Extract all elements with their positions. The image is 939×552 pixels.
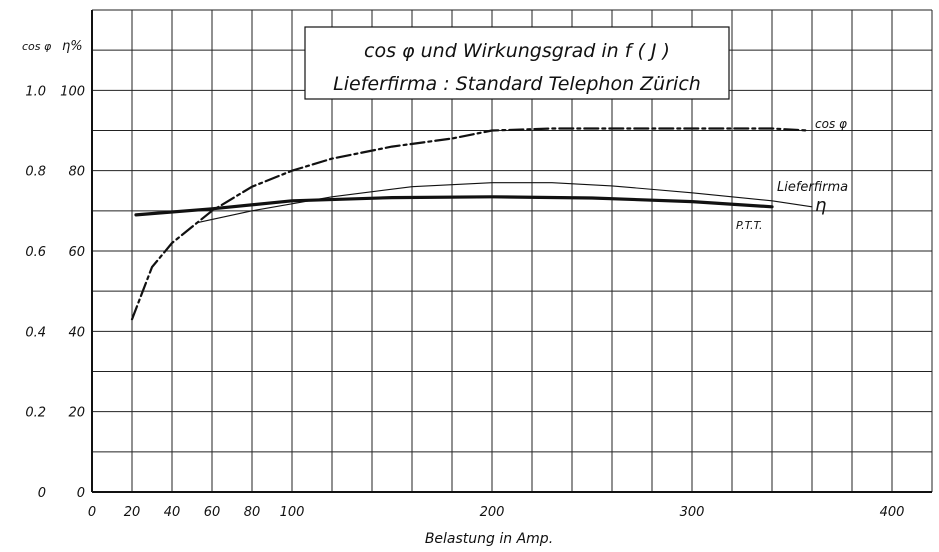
annotation-ptt: P.T.T. <box>736 219 762 232</box>
y-tick-label-cos: 0.8 <box>25 165 46 180</box>
y-label-cos: cos φ <box>22 40 52 53</box>
y-tick-label-eta: 40 <box>68 325 85 340</box>
x-tick-label: 0 <box>88 505 96 520</box>
y-tick-label-cos: 0.6 <box>25 245 46 260</box>
x-tick-label: 200 <box>480 505 505 520</box>
y-tick-label-eta: 20 <box>68 406 85 421</box>
series-line-dash-dot <box>130 127 810 321</box>
y-tick-label-eta: 0 <box>77 486 85 501</box>
y-label-eta: η% <box>62 39 83 54</box>
x-tick-label: 100 <box>280 505 305 520</box>
chart-title: cos φ und Wirkungsgrad in f ( J ) <box>364 40 670 62</box>
annotation-eta: η <box>815 195 826 216</box>
y-tick-label-cos: 0 <box>38 486 46 501</box>
x-tick-label: 60 <box>204 505 221 520</box>
series-line-thin <box>195 182 813 224</box>
y-tick-label-eta: 60 <box>68 245 85 260</box>
title-box-frame <box>304 26 730 100</box>
chart-subtitle: Lieferfirma : Standard Telephon Zürich <box>333 73 701 95</box>
y-tick-label-cos: 1.0 <box>25 84 46 99</box>
series-line-thick <box>134 195 774 217</box>
x-tick-label: 80 <box>244 505 261 520</box>
y-tick-label-eta: 80 <box>68 165 85 180</box>
x-tick-label: 400 <box>880 505 905 520</box>
x-tick-label: 300 <box>680 505 705 520</box>
annotation-lieferfirma: Lieferfirma <box>777 180 848 195</box>
x-tick-label: 20 <box>124 505 141 520</box>
x-axis-label: Belastung in Amp. <box>425 531 553 547</box>
series-layer <box>130 127 813 321</box>
annotation-cos-phi: cos φ <box>815 117 847 131</box>
x-tick-label: 40 <box>164 505 181 520</box>
y-tick-label-cos: 0.4 <box>25 325 46 340</box>
title-box: cos φ und Wirkungsgrad in f ( J ) Liefer… <box>304 26 730 100</box>
y-tick-label-cos: 0.2 <box>25 406 46 421</box>
y-tick-label-eta: 100 <box>60 84 85 99</box>
